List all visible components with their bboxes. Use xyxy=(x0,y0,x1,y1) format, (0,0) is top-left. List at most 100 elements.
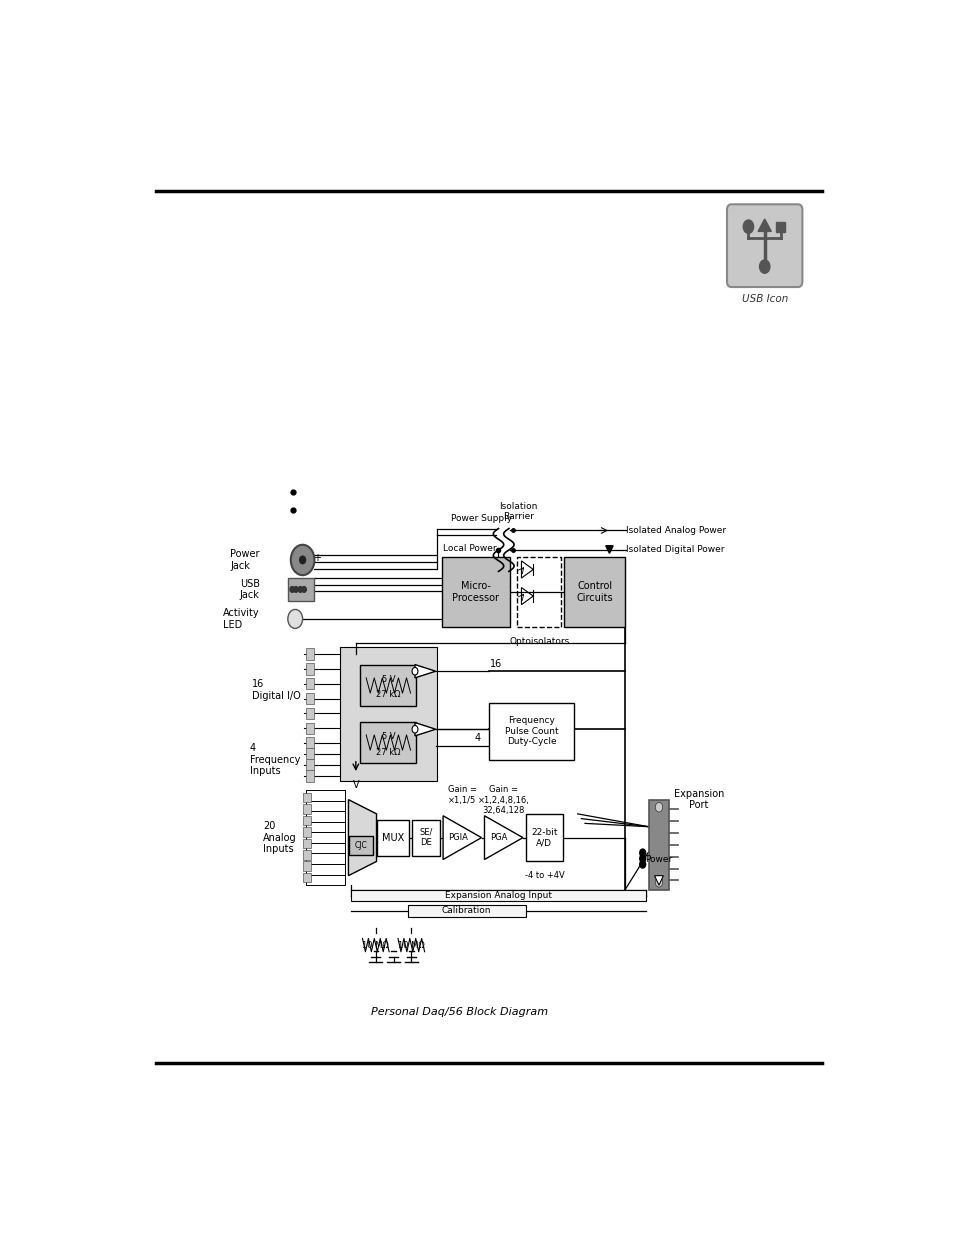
Text: 16: 16 xyxy=(490,718,502,727)
Polygon shape xyxy=(654,876,662,885)
Bar xyxy=(305,648,314,659)
Bar xyxy=(288,578,314,601)
Bar xyxy=(517,557,560,627)
Circle shape xyxy=(742,220,753,233)
Circle shape xyxy=(639,855,645,862)
Bar xyxy=(648,799,669,890)
Bar xyxy=(305,678,314,689)
Bar xyxy=(441,557,510,627)
Bar xyxy=(407,905,525,916)
Bar xyxy=(302,839,311,848)
Circle shape xyxy=(288,609,302,629)
Text: Micro-
Processor: Micro- Processor xyxy=(452,582,499,603)
Bar xyxy=(344,653,433,774)
Bar xyxy=(305,760,314,771)
Bar xyxy=(775,222,784,232)
Text: -4 to +4V: -4 to +4V xyxy=(524,871,563,879)
Text: 27 kΩ: 27 kΩ xyxy=(375,690,400,699)
Bar xyxy=(302,873,311,882)
Bar xyxy=(305,771,314,782)
Text: 16: 16 xyxy=(490,659,502,669)
Circle shape xyxy=(639,861,645,868)
Bar xyxy=(564,557,624,627)
Text: PGIA: PGIA xyxy=(447,834,467,842)
Text: Expansion Analog Input: Expansion Analog Input xyxy=(444,892,552,900)
Circle shape xyxy=(412,725,417,734)
Text: Control
Circuits: Control Circuits xyxy=(576,582,613,603)
Bar xyxy=(302,816,311,825)
Text: MUX: MUX xyxy=(381,832,403,842)
Text: +: + xyxy=(313,553,320,563)
Polygon shape xyxy=(484,816,522,860)
Bar xyxy=(341,651,435,778)
Bar xyxy=(360,664,416,706)
Bar xyxy=(349,836,373,855)
Text: Power: Power xyxy=(644,855,672,863)
Text: 4
Frequency
Inputs: 4 Frequency Inputs xyxy=(250,743,300,777)
Text: Isolation
Barrier: Isolation Barrier xyxy=(498,501,537,521)
Text: 22-bit
A/D: 22-bit A/D xyxy=(531,827,558,847)
Text: SE/
DE: SE/ DE xyxy=(419,827,433,847)
Circle shape xyxy=(412,667,417,676)
Text: 4: 4 xyxy=(474,734,479,743)
Bar xyxy=(412,820,439,856)
Circle shape xyxy=(291,545,314,576)
Polygon shape xyxy=(605,546,613,553)
Bar xyxy=(305,748,314,760)
Circle shape xyxy=(759,259,769,273)
Bar xyxy=(305,737,314,748)
Circle shape xyxy=(655,803,662,811)
Polygon shape xyxy=(442,816,481,860)
Text: V: V xyxy=(353,779,358,789)
Text: 5 V: 5 V xyxy=(381,676,395,684)
Text: CJC: CJC xyxy=(355,841,367,850)
Text: 27 kΩ: 27 kΩ xyxy=(375,747,400,757)
Bar xyxy=(351,890,646,902)
Polygon shape xyxy=(415,722,436,736)
Text: 20
Analog
Inputs: 20 Analog Inputs xyxy=(263,821,296,855)
Text: Gain =
×1,1/5: Gain = ×1,1/5 xyxy=(447,785,476,805)
Bar xyxy=(305,708,314,719)
Circle shape xyxy=(655,878,662,887)
Circle shape xyxy=(294,587,298,593)
Text: 5 V: 5 V xyxy=(381,732,395,741)
Circle shape xyxy=(639,848,645,857)
Bar xyxy=(302,827,311,836)
Bar xyxy=(305,663,314,674)
Bar xyxy=(302,804,311,814)
Bar xyxy=(376,820,409,856)
Text: Isolated Analog Power: Isolated Analog Power xyxy=(626,526,726,535)
FancyBboxPatch shape xyxy=(726,204,801,287)
Text: Optoisolators: Optoisolators xyxy=(509,637,569,646)
Text: Local Power: Local Power xyxy=(442,545,496,553)
Text: Personal Daq/56 Block Diagram: Personal Daq/56 Block Diagram xyxy=(371,1007,547,1016)
Bar xyxy=(302,862,311,871)
Text: USB Icon: USB Icon xyxy=(740,294,787,304)
Bar xyxy=(302,793,311,803)
Text: Gain =
×1,2,4,8,16,
32,64,128: Gain = ×1,2,4,8,16, 32,64,128 xyxy=(477,785,529,815)
Circle shape xyxy=(301,587,306,593)
Polygon shape xyxy=(758,219,771,231)
Bar xyxy=(305,722,314,734)
Text: Power Supply: Power Supply xyxy=(451,514,512,522)
Bar xyxy=(302,850,311,860)
Polygon shape xyxy=(348,799,376,876)
Bar xyxy=(360,721,416,763)
Text: USB
Jack: USB Jack xyxy=(239,579,259,600)
Polygon shape xyxy=(415,664,436,678)
Text: Power
Jack: Power Jack xyxy=(230,550,259,571)
Circle shape xyxy=(299,556,305,563)
Text: 10 MΩ: 10 MΩ xyxy=(397,941,424,950)
Bar xyxy=(488,703,574,760)
Circle shape xyxy=(298,587,302,593)
Text: 16
Digital I/O: 16 Digital I/O xyxy=(252,679,300,701)
Bar xyxy=(305,693,314,704)
Text: 10 MΩ: 10 MΩ xyxy=(362,941,389,950)
Text: Calibration: Calibration xyxy=(441,906,491,915)
Bar xyxy=(339,647,436,781)
Circle shape xyxy=(290,587,294,593)
Text: Activity
LED: Activity LED xyxy=(223,608,259,630)
Text: Frequency
Pulse Count
Duty-Cycle: Frequency Pulse Count Duty-Cycle xyxy=(504,716,558,746)
Text: Isolated Digital Power: Isolated Digital Power xyxy=(626,545,724,555)
Text: PGA: PGA xyxy=(490,834,507,842)
